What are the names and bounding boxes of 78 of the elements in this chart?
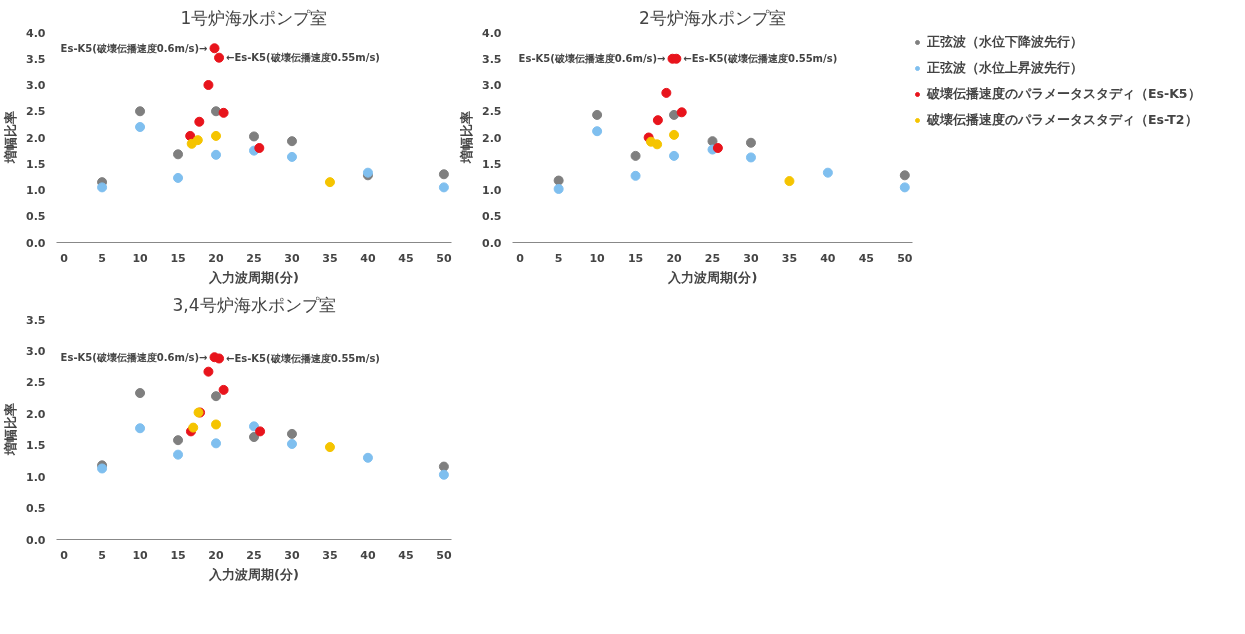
x-tick-label: 50 bbox=[436, 251, 452, 265]
y-tick-label: 0.0 bbox=[26, 533, 46, 547]
x-tick-label: 25 bbox=[704, 251, 721, 265]
x-tick-label: 45 bbox=[398, 251, 414, 265]
annotation: ←Es-K5(破壊伝播速度0.55m/s) bbox=[683, 53, 838, 65]
x-tick-label: 30 bbox=[284, 251, 300, 265]
y-tick-label: 1.0 bbox=[482, 184, 502, 197]
x-tick-label: 15 bbox=[170, 251, 186, 265]
annotation: Es-K5(破壊伝播速度0.6m/s)→ bbox=[60, 42, 208, 54]
y-tick-label: 1.5 bbox=[26, 439, 46, 453]
y-tick-label: 2.0 bbox=[26, 407, 46, 421]
x-axis-title: 入力波周期(分) bbox=[208, 269, 299, 285]
x-tick-label: 25 bbox=[246, 251, 262, 265]
y-tick-label: 1.0 bbox=[26, 470, 46, 484]
x-tick-label: 45 bbox=[398, 548, 414, 562]
y-tick-label: 2.5 bbox=[26, 105, 46, 119]
x-tick-label: 40 bbox=[360, 548, 376, 562]
y-tick-label: 4.0 bbox=[26, 26, 46, 40]
legend-label: 正弦波（水位下降波先行） bbox=[927, 33, 1083, 51]
x-tick-label: 50 bbox=[436, 548, 452, 562]
x-tick-label: 0 bbox=[60, 548, 69, 562]
x-tick-label: 0 bbox=[60, 251, 69, 265]
x-tick-label: 10 bbox=[132, 548, 149, 562]
x-tick-label: 20 bbox=[208, 548, 225, 562]
x-tick-label: 35 bbox=[322, 548, 338, 562]
x-tick-label: 5 bbox=[98, 251, 106, 265]
x-tick-label: 5 bbox=[554, 251, 563, 265]
y-tick-label: 3.0 bbox=[26, 344, 46, 358]
y-axis-title: 増幅比率 bbox=[3, 403, 19, 457]
y-tick-label: 0.0 bbox=[26, 236, 46, 250]
y-tick-label: 3.5 bbox=[26, 313, 46, 327]
x-tick-label: 30 bbox=[284, 548, 300, 562]
y-tick-label: 0.5 bbox=[26, 502, 46, 516]
y-tick-label: 1.0 bbox=[26, 184, 46, 197]
x-tick-label: 20 bbox=[666, 251, 683, 265]
y-tick-label: 0.0 bbox=[482, 236, 502, 250]
x-tick-label: 45 bbox=[858, 251, 874, 265]
x-tick-label: 15 bbox=[170, 548, 186, 562]
y-tick-label: 3.5 bbox=[26, 52, 46, 66]
y-tick-label: 2.0 bbox=[482, 131, 502, 145]
x-tick-label: 50 bbox=[897, 251, 913, 265]
x-axis-title: 入力波周期(分) bbox=[208, 566, 299, 582]
x-tick-label: 35 bbox=[322, 251, 338, 265]
y-tick-label: 3.0 bbox=[482, 79, 502, 92]
x-tick-label: 15 bbox=[627, 251, 644, 265]
x-tick-label: 40 bbox=[820, 251, 836, 265]
y-axis-title: 増幅比率 bbox=[459, 111, 475, 165]
annotation: Es-K5(破壊伝播速度0.6m/s)→ bbox=[518, 53, 666, 65]
x-tick-label: 40 bbox=[360, 251, 376, 265]
x-tick-label: 0 bbox=[516, 251, 525, 265]
x-tick-label: 30 bbox=[743, 251, 759, 265]
legend-label: 正弦波（水位上昇波先行） bbox=[927, 59, 1083, 77]
chart-title: 3,4号炉海水ポンプ室 bbox=[172, 294, 336, 315]
annotation: Es-K5(破壊伝播速度0.6m/s)→ bbox=[60, 351, 208, 363]
x-tick-label: 25 bbox=[246, 548, 262, 562]
x-tick-label: 35 bbox=[781, 251, 798, 265]
y-tick-label: 0.5 bbox=[482, 210, 502, 224]
x-tick-label: 10 bbox=[589, 251, 606, 265]
y-tick-label: 2.5 bbox=[482, 105, 502, 119]
y-tick-label: 3.0 bbox=[26, 79, 46, 92]
y-tick-label: 1.5 bbox=[26, 157, 46, 171]
y-tick-label: 4.0 bbox=[482, 26, 502, 40]
y-tick-label: 2.0 bbox=[26, 131, 46, 145]
legend-label: 破壊伝播速度のパラメータスタディ（Es-T2） bbox=[927, 111, 1198, 129]
y-axis-title: 増幅比率 bbox=[3, 111, 19, 165]
x-tick-label: 5 bbox=[98, 548, 106, 562]
y-tick-label: 2.5 bbox=[26, 376, 46, 390]
chart-title: 1号炉海水ポンプ室 bbox=[180, 7, 328, 28]
chart-title: 2号炉海水ポンプ室 bbox=[639, 7, 786, 28]
y-tick-label: 0.5 bbox=[26, 210, 46, 224]
annotation: ←Es-K5(破壊伝播速度0.55m/s) bbox=[226, 352, 380, 364]
x-tick-label: 10 bbox=[132, 251, 149, 265]
y-tick-label: 1.5 bbox=[482, 157, 502, 171]
x-tick-label: 20 bbox=[208, 251, 225, 265]
legend-label: 破壊伝播速度のパラメータスタディ（Es-K5） bbox=[927, 85, 1201, 103]
x-axis-title: 入力波周期(分) bbox=[666, 269, 758, 285]
y-tick-label: 3.5 bbox=[482, 52, 502, 66]
annotation: ←Es-K5(破壊伝播速度0.55m/s) bbox=[226, 52, 380, 64]
